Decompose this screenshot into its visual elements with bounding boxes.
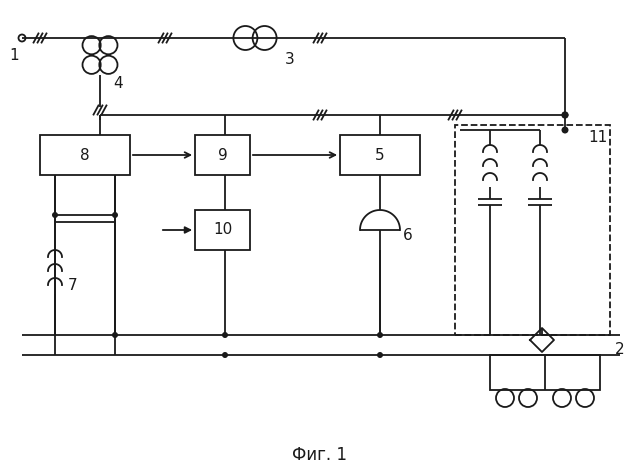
Bar — [340, 135, 420, 175]
Text: 2: 2 — [615, 342, 625, 357]
Text: 7: 7 — [68, 278, 78, 293]
Circle shape — [377, 352, 383, 358]
Text: 3: 3 — [285, 52, 295, 67]
Circle shape — [377, 332, 383, 338]
Bar — [455, 125, 610, 335]
Bar — [195, 135, 250, 175]
Circle shape — [52, 212, 58, 218]
Circle shape — [561, 112, 568, 119]
Circle shape — [561, 112, 568, 119]
Text: 1: 1 — [9, 49, 19, 64]
Circle shape — [561, 127, 568, 133]
Text: 5: 5 — [375, 147, 385, 162]
Circle shape — [222, 352, 228, 358]
Text: 4: 4 — [113, 75, 123, 90]
Text: 10: 10 — [213, 222, 232, 237]
Bar — [490, 355, 600, 390]
Bar — [40, 135, 130, 175]
Text: 11: 11 — [588, 130, 607, 145]
Text: Фиг. 1: Фиг. 1 — [292, 446, 348, 464]
Text: 6: 6 — [403, 227, 413, 243]
Text: 9: 9 — [218, 147, 227, 162]
Text: 8: 8 — [80, 147, 90, 162]
Circle shape — [112, 212, 118, 218]
Circle shape — [222, 332, 228, 338]
Circle shape — [112, 332, 118, 338]
Bar — [195, 210, 250, 250]
